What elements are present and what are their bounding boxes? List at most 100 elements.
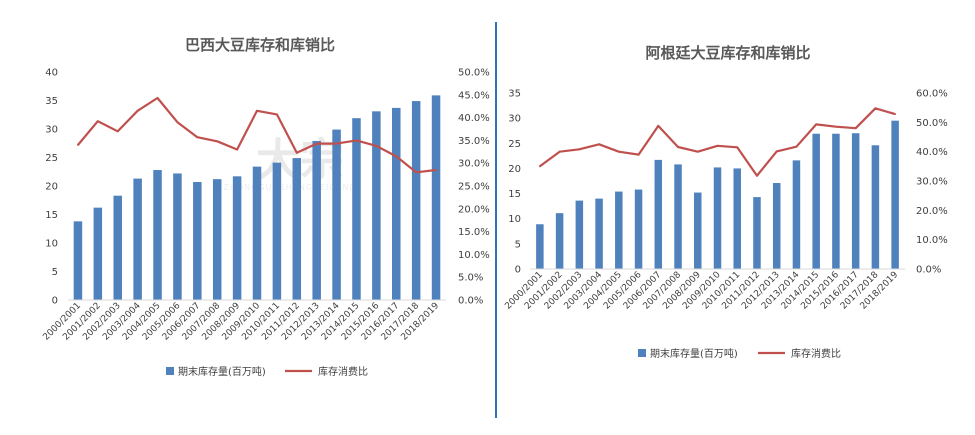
bar [792, 160, 801, 269]
line-point [156, 97, 159, 99]
bar [232, 176, 242, 300]
line-point [96, 120, 99, 123]
bar [93, 207, 103, 300]
y2-tick-label: 60.0% [916, 89, 948, 100]
y2-tick-label: 10.0% [916, 235, 948, 246]
y2-tick-label: 50.0% [916, 118, 948, 129]
y2-tick-label: 35.0% [458, 136, 490, 147]
bar [431, 95, 441, 301]
line-point [415, 171, 418, 174]
line-series [538, 107, 897, 177]
y2-tick-label: 30.0% [916, 177, 948, 188]
y2-tick-label: 45.0% [458, 90, 490, 101]
line-point [335, 142, 338, 145]
bar [694, 192, 702, 269]
legend-bar-swatch [638, 349, 646, 357]
line-point [795, 145, 798, 148]
bar [372, 111, 381, 300]
bar [615, 191, 623, 269]
y-tick-label: 30 [508, 114, 521, 125]
y2-tick-label: 0.0% [458, 296, 483, 307]
y2-tick-label: 20.0% [916, 206, 948, 217]
legend-line-label: 库存消费比 [318, 365, 368, 378]
line-point [116, 130, 119, 133]
bar [153, 170, 162, 300]
legend: 期末库存量(百万吨) 库存消费比 [638, 347, 841, 360]
line-point [176, 121, 179, 124]
line-point [275, 113, 278, 116]
bar [634, 189, 643, 269]
line-point [136, 109, 139, 112]
bar [753, 197, 761, 269]
y-tick-label: 40 [45, 68, 58, 79]
bar [352, 118, 361, 300]
line-point [657, 124, 660, 127]
bar [133, 178, 142, 300]
line-point [295, 151, 298, 154]
y2-tick-label: 15.0% [458, 227, 490, 238]
y-tick-label: 20 [45, 182, 58, 193]
y-tick-label: 35 [508, 89, 521, 100]
line-point [236, 148, 239, 151]
y2-tick-label: 20.0% [458, 204, 490, 215]
bar [595, 198, 603, 269]
bar [173, 173, 182, 300]
legend-bar-label: 期末库存量(百万吨) [650, 347, 738, 360]
y-tick-label: 25 [45, 153, 58, 164]
y2-tick-label: 30.0% [458, 159, 490, 170]
line-point [435, 169, 437, 171]
chart-title: 阿根廷大豆库存和库销比 [645, 44, 810, 62]
y-tick-label: 10 [508, 214, 521, 225]
bar [292, 158, 302, 300]
line-point [815, 123, 818, 126]
bar [252, 166, 262, 300]
legend: 期末库存量(百万吨) 库存消费比 [166, 365, 368, 378]
line-point [256, 109, 258, 112]
y-tick-label: 15 [45, 210, 58, 221]
bar [113, 195, 122, 300]
bar-series [73, 95, 441, 301]
y2-tick-label: 0.0% [916, 265, 941, 276]
y-tick-label: 15 [508, 189, 521, 200]
bar [536, 224, 544, 269]
bar [851, 133, 860, 269]
y2-tick-label: 5.0% [458, 273, 483, 284]
chart-brazil: 巴西大豆库存和库销比 0 5 10 15 20 25 30 35 40 0.0% 5.0% 10.0%… [41, 36, 489, 378]
line-series [77, 96, 437, 174]
bar [332, 129, 341, 300]
bar [713, 167, 722, 269]
line-point [835, 125, 837, 128]
line-point [637, 153, 640, 156]
bar [733, 168, 741, 269]
bar [575, 200, 584, 269]
line-point [736, 146, 739, 149]
bar [212, 179, 222, 300]
line-point [617, 150, 620, 153]
y2-tick-label: 25.0% [458, 182, 490, 193]
line-point [315, 142, 318, 145]
line-point [696, 150, 699, 153]
bar [272, 162, 282, 300]
line-point [558, 150, 561, 153]
bar [392, 107, 401, 300]
line-point [77, 144, 79, 146]
bar [193, 182, 202, 300]
chart-title: 巴西大豆库存和库销比 [185, 36, 335, 54]
bar [654, 159, 663, 269]
line-point [775, 150, 778, 153]
line-point [196, 136, 199, 139]
y2-tick-label: 50.0% [458, 68, 490, 79]
y-tick-label: 10 [45, 239, 58, 250]
bar [832, 133, 840, 269]
legend-bar-swatch [166, 367, 174, 375]
line-point [874, 107, 877, 110]
y-tick-label: 5 [52, 267, 58, 278]
bar [812, 133, 820, 269]
line-point [538, 165, 541, 168]
y-tick-label: 25 [508, 139, 521, 150]
bar [871, 145, 880, 269]
axes: 0 5 10 15 20 25 30 35 0.0% 10.0% 20.0% 30.0% 40.0% 50… [508, 89, 948, 276]
bar-series [536, 120, 899, 270]
